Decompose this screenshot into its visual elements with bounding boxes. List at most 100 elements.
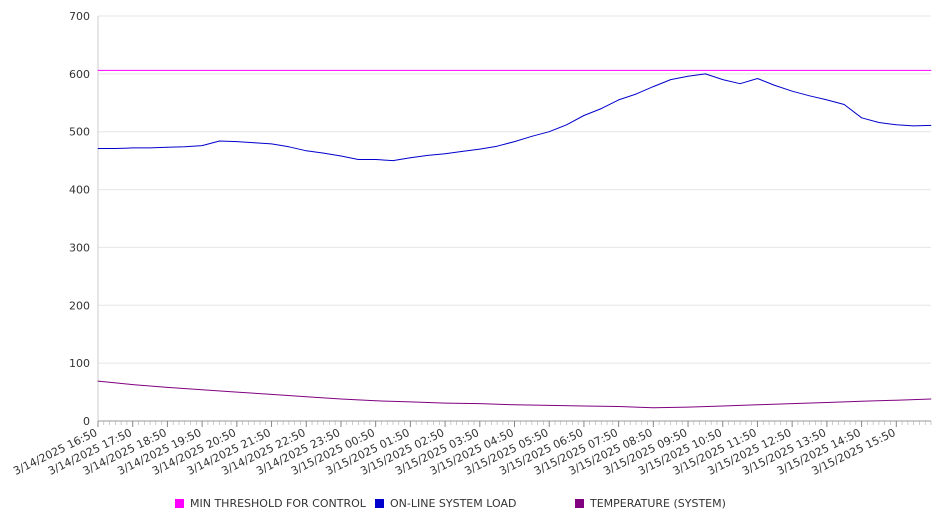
data-point [895, 399, 897, 401]
data-point [774, 85, 776, 86]
data-point [861, 117, 862, 119]
data-point [357, 159, 359, 160]
data-point [895, 124, 897, 126]
legend-label: ON-LINE SYSTEM LOAD [390, 497, 517, 510]
data-point [618, 406, 620, 407]
y-tick-label: 600 [69, 68, 90, 81]
y-tick-label: 400 [69, 184, 90, 197]
data-point [496, 145, 498, 147]
data-point [201, 145, 203, 147]
data-point [167, 146, 168, 148]
data-point [670, 79, 672, 81]
data-point [583, 405, 585, 407]
legend-item-on-line-system-load[interactable]: ON-LINE SYSTEM LOAD [375, 497, 516, 510]
data-point [375, 400, 377, 402]
data-point [722, 405, 724, 407]
data-point [843, 104, 845, 105]
chart-legend: MIN THRESHOLD FOR CONTROL ON-LINE SYSTEM … [0, 497, 946, 515]
data-point [583, 115, 585, 116]
data-point [409, 401, 411, 403]
data-point [392, 160, 394, 162]
data-point [271, 143, 272, 145]
data-point [930, 69, 932, 71]
data-point [687, 406, 689, 408]
grid-lines [98, 15, 931, 364]
legend-swatch [175, 499, 184, 508]
data-point [114, 148, 116, 149]
data-point [809, 95, 810, 97]
y-tick-label: 500 [69, 126, 90, 139]
data-point [97, 69, 99, 71]
data-point [600, 108, 602, 109]
data-point [149, 147, 151, 149]
data-point [288, 146, 290, 148]
data-point [97, 380, 99, 382]
data-point [791, 403, 793, 405]
series-line-on-line-system-load [98, 73, 932, 162]
y-tick-label: 300 [69, 241, 90, 254]
data-point [531, 135, 533, 137]
data-point [132, 384, 134, 385]
series-lines [97, 69, 932, 409]
data-point [409, 157, 411, 159]
data-point [444, 402, 446, 404]
data-point [739, 83, 741, 85]
data-point [305, 396, 307, 398]
legend-label: MIN THRESHOLD FOR CONTROL [190, 497, 366, 510]
data-point [861, 400, 862, 402]
data-point [236, 391, 238, 393]
data-point [878, 122, 880, 123]
data-point [479, 148, 481, 150]
data-point [375, 159, 377, 160]
data-point [722, 79, 724, 81]
data-point [97, 148, 99, 149]
data-point [930, 398, 932, 400]
data-point [826, 99, 828, 101]
series-line-temperature-system [97, 380, 932, 409]
data-point [930, 124, 932, 126]
data-point [757, 404, 758, 406]
data-point [791, 90, 793, 92]
data-point [652, 86, 654, 87]
axes [97, 16, 932, 427]
data-point [253, 142, 255, 144]
data-point [323, 152, 325, 154]
data-point [132, 147, 134, 149]
y-tick-label: 700 [69, 10, 90, 23]
data-point [687, 75, 689, 77]
legend-item-min-threshold-for-control[interactable]: MIN THRESHOLD FOR CONTROL [175, 497, 366, 510]
data-point [566, 124, 567, 126]
data-point [340, 155, 342, 157]
legend-item-temperature-system[interactable]: TEMPERATURE (SYSTEM) [575, 497, 726, 510]
data-point [340, 398, 342, 400]
y-tick-label: 0 [83, 415, 90, 428]
data-point [635, 93, 637, 95]
x-axis-ticks: 3/14/2025 16:503/14/2025 17:503/14/2025 … [11, 426, 897, 478]
data-point [184, 146, 186, 148]
legend-swatch [575, 499, 584, 508]
data-point [514, 404, 515, 406]
data-point [444, 153, 446, 155]
data-point [462, 150, 463, 152]
data-point [201, 389, 203, 391]
data-point [704, 73, 706, 75]
data-point [167, 387, 168, 388]
data-point [618, 99, 620, 101]
data-point [479, 403, 481, 405]
data-point [514, 141, 515, 142]
data-point [305, 150, 307, 152]
data-point [427, 155, 429, 156]
y-tick-label: 100 [69, 357, 90, 370]
data-point [757, 78, 758, 79]
y-axis-ticks: 0 100 200 300 400 500 600 700 [69, 10, 90, 428]
legend-label: TEMPERATURE (SYSTEM) [590, 497, 726, 510]
data-point [548, 131, 550, 133]
legend-swatch [375, 499, 384, 508]
data-point [548, 404, 550, 406]
data-point [271, 393, 272, 395]
data-point [652, 407, 654, 409]
data-point [826, 402, 828, 403]
data-point [236, 141, 238, 142]
data-point [219, 140, 220, 142]
